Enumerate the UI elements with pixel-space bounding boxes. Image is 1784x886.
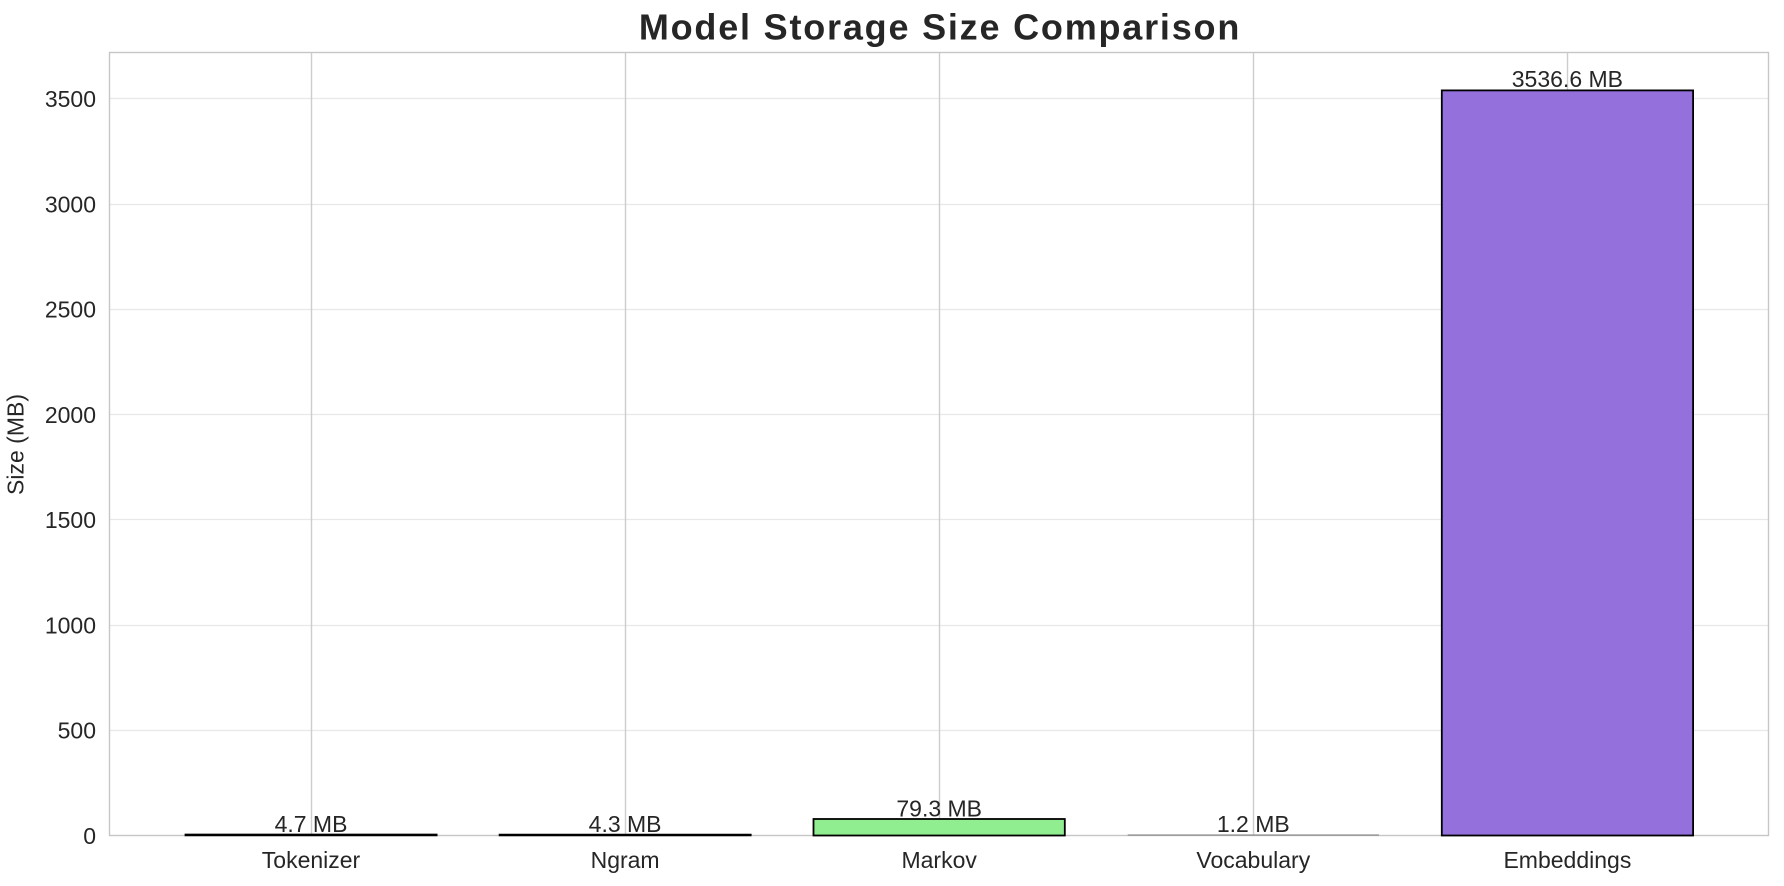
svg-text:2500: 2500 xyxy=(45,297,96,323)
svg-text:3500: 3500 xyxy=(45,86,96,112)
svg-text:Model Storage Size Comparison: Model Storage Size Comparison xyxy=(639,7,1241,48)
svg-text:500: 500 xyxy=(58,718,96,744)
svg-text:Embeddings: Embeddings xyxy=(1503,847,1631,873)
svg-text:Size (MB): Size (MB) xyxy=(3,394,29,495)
svg-text:3536.6 MB: 3536.6 MB xyxy=(1512,66,1623,92)
svg-text:1500: 1500 xyxy=(45,507,96,533)
svg-text:Ngram: Ngram xyxy=(591,847,660,873)
svg-text:79.3 MB: 79.3 MB xyxy=(896,796,982,822)
svg-text:1.2 MB: 1.2 MB xyxy=(1217,811,1290,837)
svg-text:Tokenizer: Tokenizer xyxy=(262,847,361,873)
svg-text:4.7 MB: 4.7 MB xyxy=(275,811,348,837)
svg-text:2000: 2000 xyxy=(45,402,96,428)
svg-text:Vocabulary: Vocabulary xyxy=(1196,847,1310,873)
svg-text:Markov: Markov xyxy=(901,847,977,873)
svg-text:0: 0 xyxy=(83,823,96,849)
svg-text:1000: 1000 xyxy=(45,613,96,639)
svg-text:3000: 3000 xyxy=(45,191,96,217)
svg-text:4.3 MB: 4.3 MB xyxy=(589,811,662,837)
